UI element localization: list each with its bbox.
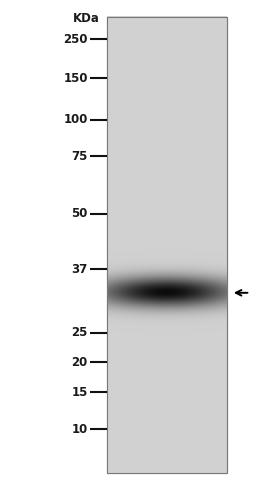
Text: 100: 100	[63, 113, 88, 126]
Bar	[107, 17, 227, 473]
Text: 15: 15	[71, 386, 88, 399]
Bar	[107, 17, 227, 473]
Text: 20: 20	[71, 356, 88, 368]
Text: 10: 10	[71, 423, 88, 436]
Text: 37: 37	[71, 263, 88, 276]
Text: 150: 150	[63, 72, 88, 84]
Text: 75: 75	[71, 150, 88, 163]
Text: 250: 250	[63, 33, 88, 45]
Text: KDa: KDa	[72, 12, 99, 25]
Text: 50: 50	[71, 207, 88, 220]
Text: 25: 25	[71, 326, 88, 339]
